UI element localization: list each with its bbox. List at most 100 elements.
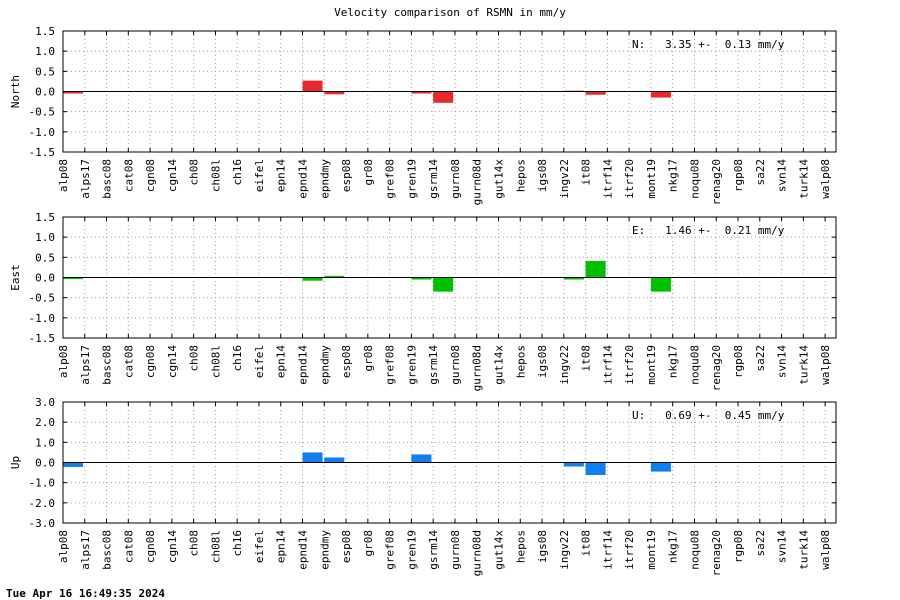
- bar-east-mont19: [650, 277, 671, 292]
- x-tick-label: gut14x: [492, 159, 505, 199]
- x-tick-label: epnd14: [297, 530, 310, 570]
- x-tick-label: cat08: [122, 159, 135, 192]
- x-tick-label: gut14x: [492, 345, 505, 385]
- x-tick-label: ch08l: [209, 530, 222, 563]
- y-tick-label: -0.5: [29, 106, 56, 119]
- bar-east-alp08: [63, 277, 84, 280]
- x-tick-label: ch16: [231, 530, 244, 557]
- x-tick-label: gurn08: [449, 159, 462, 199]
- x-tick-label: basc08: [101, 159, 114, 199]
- x-tick-label: sa22: [754, 159, 767, 186]
- x-tick-label: epndmy: [318, 530, 331, 570]
- x-tick-label: alps17: [79, 345, 92, 385]
- x-tick-label: it08: [580, 159, 593, 186]
- y-tick-label: 0.5: [35, 251, 55, 264]
- x-tick-label: ch08l: [209, 345, 222, 378]
- x-tick-label: esp08: [340, 159, 353, 192]
- x-tick-label: ch08: [188, 345, 201, 372]
- x-tick-label: itrf20: [623, 530, 636, 570]
- x-tick-label: cgn08: [144, 345, 157, 378]
- x-tick-label: gr08: [362, 530, 375, 557]
- x-tick-label: svn14: [776, 159, 789, 192]
- y-tick-label: -1.5: [29, 332, 56, 345]
- y-tick-label: 1.0: [35, 231, 55, 244]
- y-tick-label: -2.0: [29, 497, 56, 510]
- x-tick-label: renag20: [710, 530, 723, 576]
- y-tick-label: 0.0: [35, 272, 55, 285]
- x-tick-label: gren19: [405, 159, 418, 199]
- x-tick-label: gsrm14: [427, 345, 440, 385]
- x-tick-label: eifel: [253, 530, 266, 563]
- x-tick-label: rgp08: [732, 530, 745, 563]
- x-tick-label: renag20: [710, 345, 723, 391]
- bar-east-gren19: [411, 277, 432, 280]
- y-axis-label: North: [9, 75, 22, 108]
- x-tick-label: epndmy: [318, 159, 331, 199]
- x-tick-label: itrf14: [601, 530, 614, 570]
- x-tick-label: epn14: [275, 345, 288, 378]
- bar-up-ingv22: [563, 462, 584, 467]
- y-tick-label: -1.0: [29, 126, 56, 139]
- bar-up-epnd14: [302, 452, 323, 463]
- x-tick-label: nkg17: [667, 530, 680, 563]
- x-tick-label: itrf20: [623, 159, 636, 199]
- bar-north-epnd14: [302, 80, 323, 92]
- x-tick-label: gref08: [384, 530, 397, 570]
- x-tick-label: gut14x: [492, 530, 505, 570]
- x-tick-label: ingv22: [558, 345, 571, 385]
- bar-up-alp08: [63, 462, 84, 467]
- x-tick-label: mont19: [645, 159, 658, 199]
- x-tick-label: ch08l: [209, 159, 222, 192]
- panel-annotation: E: 1.46 +- 0.21 mm/y: [632, 224, 785, 237]
- bar-east-ingv22: [563, 277, 584, 280]
- x-tick-label: itrf14: [601, 345, 614, 385]
- y-tick-label: 1.5: [35, 25, 55, 38]
- x-tick-label: gref08: [384, 159, 397, 199]
- x-tick-label: cgn08: [144, 159, 157, 192]
- x-tick-label: ingv22: [558, 530, 571, 570]
- x-tick-label: walp08: [819, 159, 832, 199]
- x-tick-label: gref08: [384, 345, 397, 385]
- y-tick-label: 3.0: [35, 396, 55, 409]
- y-tick-label: -3.0: [29, 517, 56, 530]
- x-tick-label: basc08: [101, 345, 114, 385]
- x-tick-label: epndmy: [318, 345, 331, 385]
- x-tick-label: it08: [580, 530, 593, 557]
- x-tick-label: gurn08d: [471, 345, 484, 391]
- x-tick-label: cat08: [122, 530, 135, 563]
- y-tick-label: 2.0: [35, 416, 55, 429]
- x-tick-label: alp08: [57, 530, 70, 563]
- plot-frame: [62, 401, 837, 524]
- x-tick-label: turk14: [797, 159, 810, 199]
- x-tick-label: epn14: [275, 530, 288, 563]
- x-tick-label: gurn08d: [471, 530, 484, 576]
- x-tick-label: itrf14: [601, 159, 614, 199]
- x-tick-label: ingv22: [558, 159, 571, 199]
- x-tick-label: hepos: [514, 159, 527, 192]
- x-tick-label: basc08: [101, 530, 114, 570]
- x-tick-label: gurn08: [449, 345, 462, 385]
- x-tick-label: turk14: [797, 530, 810, 570]
- x-tick-label: gurn08: [449, 530, 462, 570]
- bar-north-epndmy: [324, 91, 345, 95]
- x-tick-label: noqu08: [688, 530, 701, 570]
- x-tick-label: cat08: [122, 345, 135, 378]
- x-tick-label: alp08: [57, 159, 70, 192]
- y-tick-label: 1.0: [35, 45, 55, 58]
- panel-annotation: N: 3.35 +- 0.13 mm/y: [632, 38, 785, 51]
- x-tick-label: hepos: [514, 345, 527, 378]
- x-tick-label: mont19: [645, 345, 658, 385]
- x-tick-label: hepos: [514, 530, 527, 563]
- x-tick-label: epnd14: [297, 345, 310, 385]
- x-tick-label: epn14: [275, 159, 288, 192]
- x-tick-label: ch08: [188, 530, 201, 557]
- y-tick-label: -1.0: [29, 312, 56, 325]
- bar-up-mont19: [650, 462, 671, 472]
- x-tick-label: cgn08: [144, 530, 157, 563]
- x-tick-label: renag20: [710, 159, 723, 205]
- y-axis-label: Up: [9, 456, 22, 469]
- x-tick-label: itrf20: [623, 345, 636, 385]
